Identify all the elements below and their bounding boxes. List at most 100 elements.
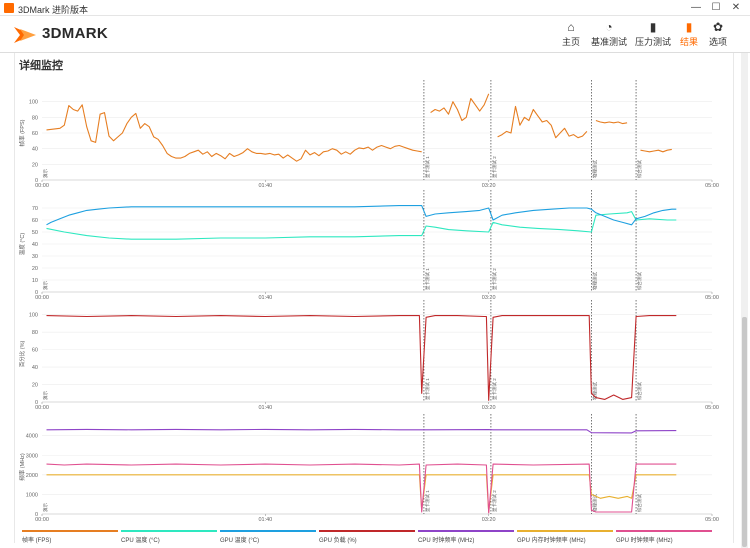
series-line bbox=[497, 105, 588, 139]
x-tick-label: 00:00 bbox=[35, 295, 49, 301]
legend-color-bar bbox=[121, 530, 217, 532]
legend-item[interactable]: 帧率 (FPS) bbox=[22, 530, 118, 546]
x-tick-label: 05:00 bbox=[705, 295, 719, 301]
segment-marker-label: 物理测试 bbox=[591, 160, 598, 178]
series-line bbox=[46, 428, 677, 434]
header-divider bbox=[0, 52, 750, 53]
y-tick-label: 40 bbox=[32, 242, 38, 248]
y-tick-label: 40 bbox=[32, 365, 38, 371]
legend-item[interactable]: GPU 温度 (°C) bbox=[220, 530, 316, 546]
y-tick-label: 70 bbox=[32, 206, 38, 212]
legend-color-bar bbox=[517, 530, 613, 532]
series-line bbox=[46, 474, 677, 513]
y-tick-label: 60 bbox=[32, 131, 38, 137]
legend-label: GPU 时钟频率 (MHz) bbox=[616, 538, 673, 544]
legend-item[interactable]: GPU 负载 (%) bbox=[319, 530, 415, 546]
segment-marker-label: 综合测试 bbox=[636, 160, 643, 178]
y-tick-label: 10 bbox=[32, 278, 38, 284]
y-axis-label: 百分比 (%) bbox=[18, 341, 26, 368]
x-tick-label: 01:40 bbox=[258, 295, 272, 301]
close-button[interactable]: ✕ bbox=[731, 2, 741, 13]
app-icon bbox=[4, 3, 14, 13]
nav-options[interactable]: ✿ 选项 bbox=[706, 20, 730, 52]
y-tick-label: 50 bbox=[32, 230, 38, 236]
segment-marker-label: 显卡测试 1 bbox=[424, 156, 431, 178]
segment-marker-label: 显卡测试 2 bbox=[491, 490, 498, 512]
segment-marker-label: 显卡测试 2 bbox=[491, 268, 498, 290]
legend-color-bar bbox=[220, 530, 316, 532]
x-tick-label: 05:00 bbox=[705, 517, 719, 523]
y-tick-label: 1000 bbox=[26, 492, 38, 498]
scrollbar-thumb[interactable] bbox=[742, 317, 747, 547]
y-tick-label: 60 bbox=[32, 218, 38, 224]
legend-color-bar bbox=[418, 530, 514, 532]
legend-label: CPU 时钟频率 (MHz) bbox=[418, 538, 475, 544]
segment-marker-label: 显卡测试 1 bbox=[424, 378, 431, 400]
y-tick-label: 0 bbox=[35, 178, 38, 184]
segment-marker-label: 显卡测试 2 bbox=[491, 156, 498, 178]
x-tick-label: 03:20 bbox=[482, 183, 496, 189]
series-line bbox=[46, 315, 677, 401]
nav-label: 主页 bbox=[561, 37, 580, 47]
segment-marker-label: 演示 bbox=[42, 391, 49, 400]
y-tick-label: 4000 bbox=[26, 434, 38, 440]
y-tick-label: 30 bbox=[32, 254, 38, 260]
segment-marker-label: 综合测试 bbox=[636, 272, 643, 290]
3dmark-logo-icon bbox=[14, 27, 36, 43]
gauge-icon: ◔ bbox=[605, 20, 613, 34]
legend-color-bar bbox=[319, 530, 415, 532]
y-tick-label: 20 bbox=[32, 162, 38, 168]
y-tick-label: 80 bbox=[32, 115, 38, 121]
maximize-button[interactable]: ☐ bbox=[711, 2, 721, 13]
nav-results[interactable]: ▮ 结果 bbox=[676, 20, 702, 52]
x-tick-label: 03:20 bbox=[482, 405, 496, 411]
y-tick-label: 20 bbox=[32, 266, 38, 272]
segment-marker-label: 显卡测试 1 bbox=[424, 490, 431, 512]
segment-marker-label: 演示 bbox=[42, 281, 49, 290]
nav-stress-tests[interactable]: ▮ 压力测试 bbox=[633, 20, 673, 52]
legend-item[interactable]: CPU 时钟频率 (MHz) bbox=[418, 530, 514, 546]
y-axis-label: 温度 (°C) bbox=[18, 233, 26, 256]
segment-marker-label: 综合测试 bbox=[636, 382, 643, 400]
y-tick-label: 100 bbox=[29, 100, 38, 106]
segment-marker-label: 物理测试 bbox=[591, 382, 598, 400]
y-tick-label: 80 bbox=[32, 330, 38, 336]
segment-marker-label: 显卡测试 2 bbox=[491, 378, 498, 400]
window-title: 3DMark 进阶版本 bbox=[18, 5, 89, 15]
bar-chart-icon: ▮ bbox=[649, 20, 657, 34]
segment-marker-label: 物理测试 bbox=[591, 272, 598, 290]
y-tick-label: 0 bbox=[35, 400, 38, 406]
legend-label: 帧率 (FPS) bbox=[22, 538, 52, 544]
y-tick-label: 40 bbox=[32, 147, 38, 153]
results-icon: ▮ bbox=[685, 20, 693, 34]
minimize-button[interactable]: — bbox=[691, 2, 701, 13]
y-tick-label: 60 bbox=[32, 348, 38, 354]
segment-marker-label: 演示 bbox=[42, 169, 49, 178]
nav-home[interactable]: ⌂ 主页 bbox=[556, 20, 586, 52]
monitoring-panel bbox=[14, 53, 734, 543]
x-tick-label: 05:00 bbox=[705, 183, 719, 189]
nav-benchmarks[interactable]: ◔ 基准测试 bbox=[589, 20, 629, 52]
panel-title: 详细监控 bbox=[19, 60, 63, 72]
legend-label: GPU 内存时钟频率 (MHz) bbox=[517, 538, 586, 544]
y-axis-label: 帧率 (FPS) bbox=[18, 119, 26, 146]
x-tick-label: 03:20 bbox=[482, 517, 496, 523]
app-header: 3DMARK ⌂ 主页 ◔ 基准测试 ▮ 压力测试 ▮ 结果 ✿ 选项 bbox=[0, 16, 750, 52]
series-line bbox=[640, 148, 672, 153]
series-line bbox=[46, 205, 677, 226]
y-tick-label: 0 bbox=[35, 290, 38, 296]
series-line bbox=[595, 119, 628, 125]
series-line bbox=[46, 211, 677, 240]
legend-item[interactable]: GPU 内存时钟频率 (MHz) bbox=[517, 530, 613, 546]
series-line bbox=[430, 93, 490, 122]
y-tick-label: 2000 bbox=[26, 473, 38, 479]
x-tick-label: 00:00 bbox=[35, 183, 49, 189]
vertical-scrollbar[interactable] bbox=[741, 53, 748, 548]
legend-item[interactable]: GPU 时钟频率 (MHz) bbox=[616, 530, 712, 546]
x-tick-label: 01:40 bbox=[258, 517, 272, 523]
segment-marker-label: 演示 bbox=[42, 503, 49, 512]
y-axis-label: 频率 (MHz) bbox=[18, 453, 26, 481]
nav-label: 选项 bbox=[708, 37, 727, 47]
gear-icon: ✿ bbox=[712, 20, 724, 34]
legend-item[interactable]: CPU 温度 (°C) bbox=[121, 530, 217, 546]
